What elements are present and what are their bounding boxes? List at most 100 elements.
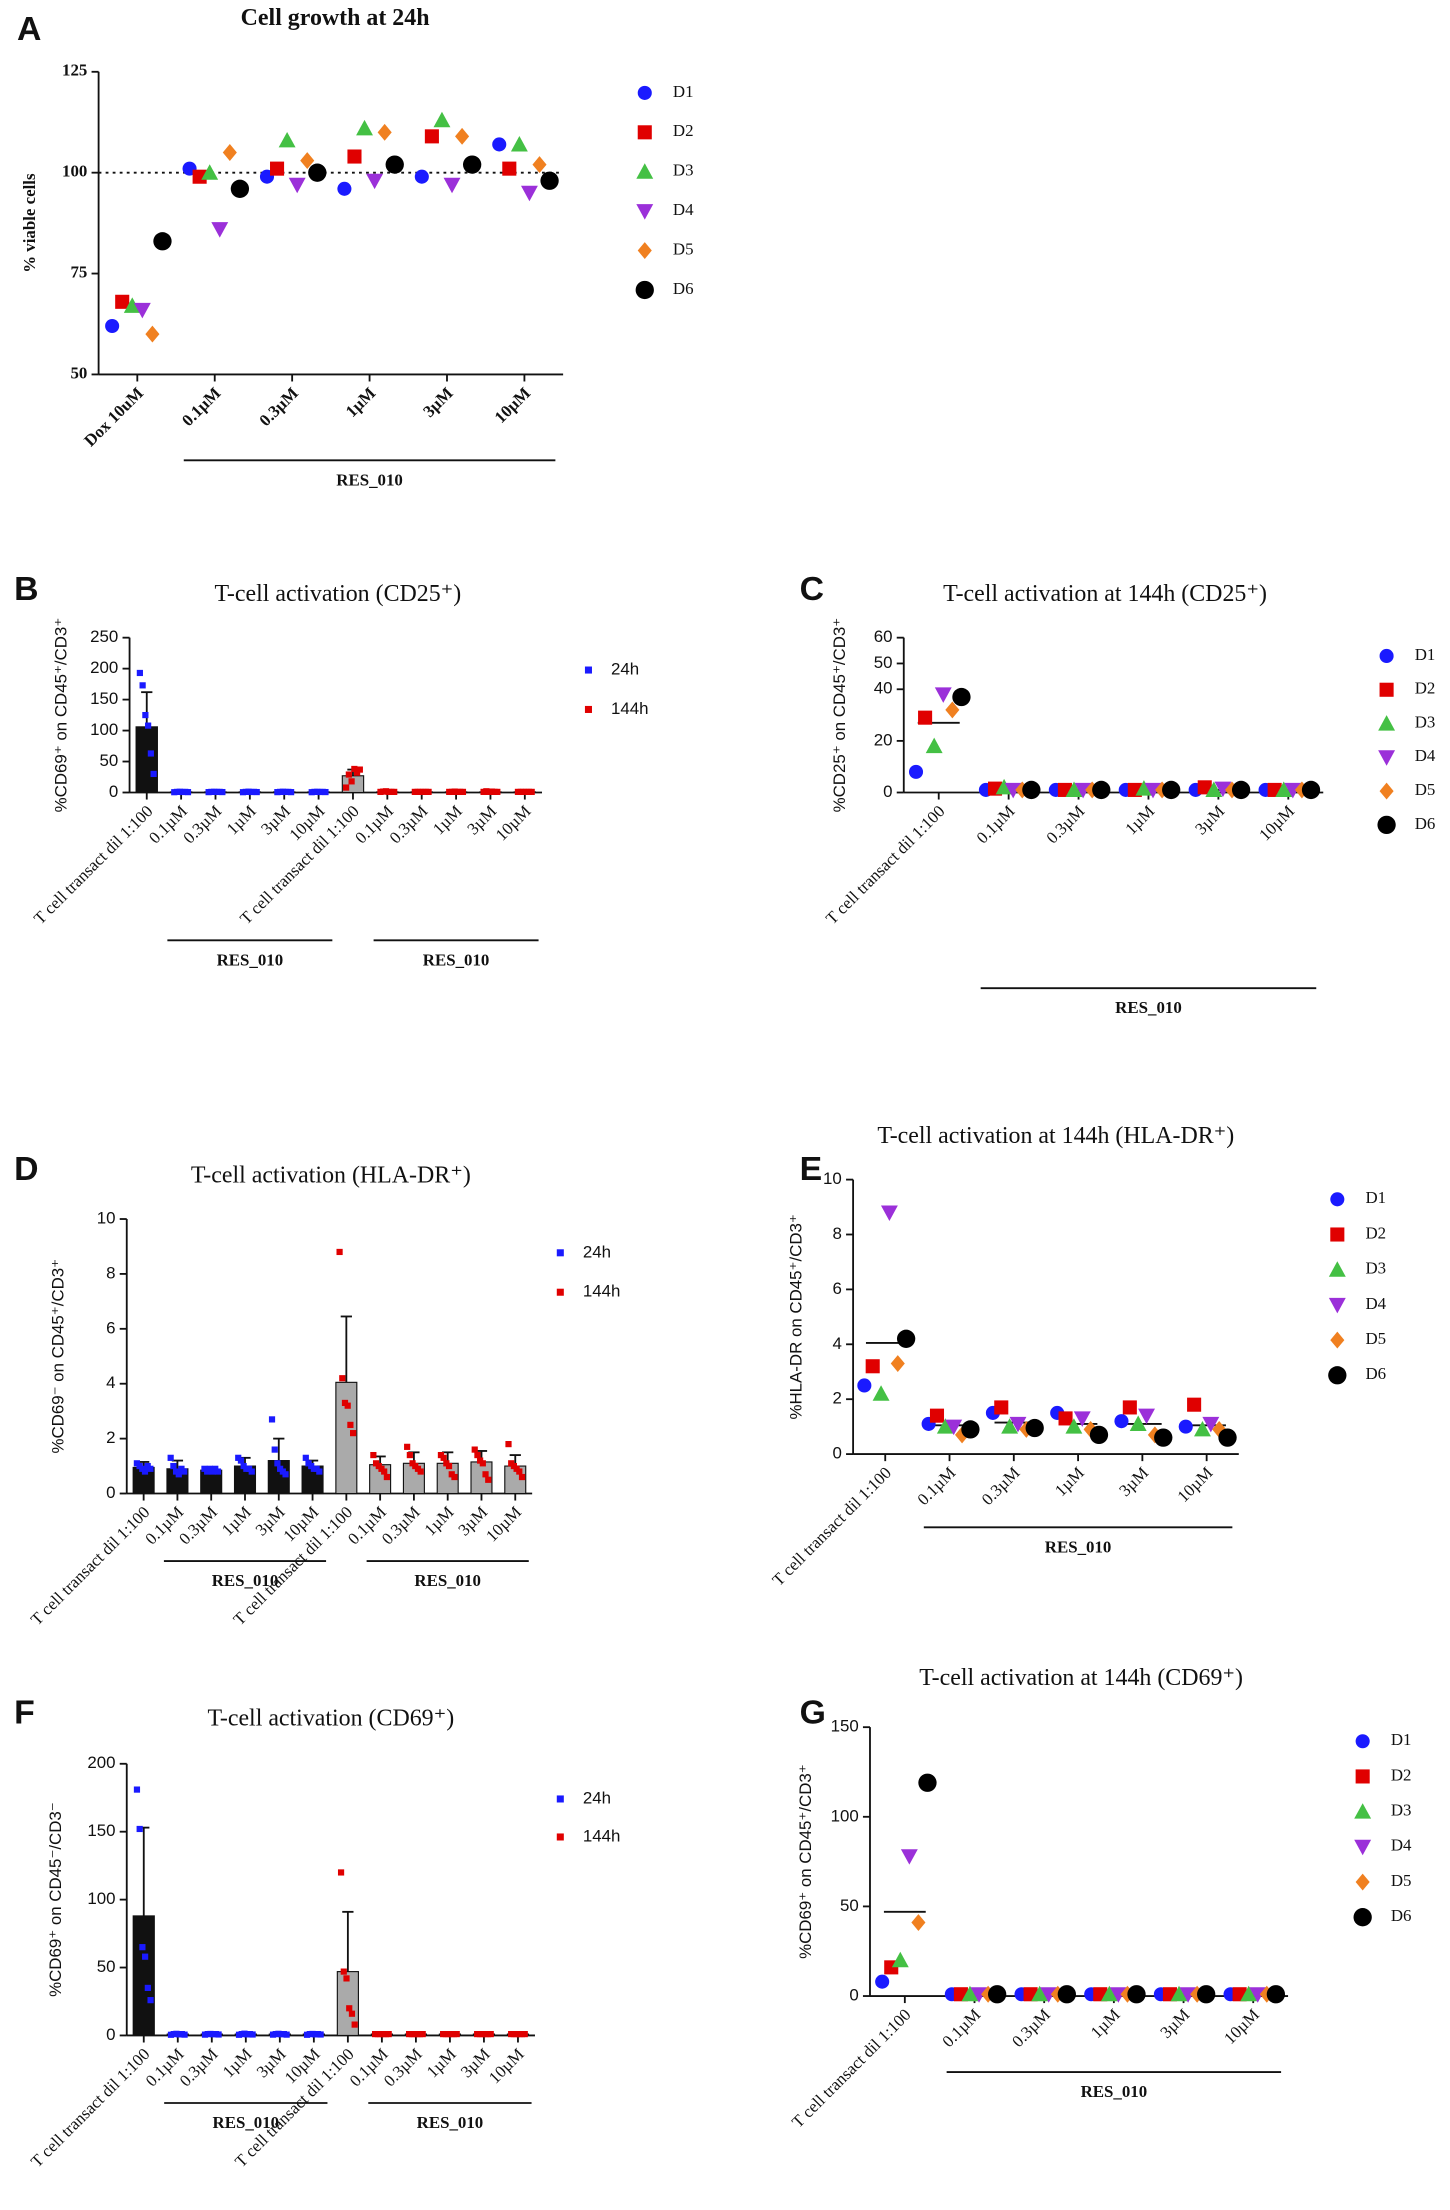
legend-marker — [636, 204, 654, 220]
x-tick-label: 3µM — [419, 383, 457, 421]
x-tick-label: 0.3µM — [380, 2044, 426, 2090]
marker — [945, 1419, 963, 1436]
legend-label: D3 — [1365, 1259, 1386, 1278]
marker — [1179, 1987, 1197, 2003]
marker — [1197, 780, 1212, 795]
x-tick-label: 10µM — [485, 2044, 528, 2087]
x-tick-label: 0.1µM — [145, 802, 191, 848]
marker — [337, 181, 352, 196]
x-tick-label: 10µM — [492, 802, 535, 845]
marker — [1040, 1987, 1058, 2003]
legend-label: D5 — [673, 239, 694, 258]
chart-title: T-cell activation (CD69⁺) — [207, 1706, 454, 1732]
y-tick-label: 0 — [883, 782, 892, 801]
marker — [1231, 780, 1251, 800]
marker — [929, 1408, 945, 1423]
data-point — [142, 1953, 149, 1960]
y-tick-label: 150 — [90, 689, 118, 708]
x-tick-label: 0.3µM — [378, 1503, 424, 1549]
y-axis-label: %CD69⁻ on CD45⁺/CD3⁺ — [49, 1259, 68, 1454]
group-label: RES_010 — [336, 470, 403, 489]
legend-marker — [1330, 1331, 1345, 1349]
marker — [875, 1974, 890, 1989]
legend-marker — [1379, 782, 1394, 800]
y-axis-label: % viable cells — [20, 173, 39, 273]
y-tick-label: 200 — [87, 1753, 115, 1772]
legend-marker — [636, 163, 654, 179]
data-point — [351, 2021, 358, 2028]
data-point — [268, 1416, 276, 1423]
bar — [335, 1381, 358, 1495]
y-tick-label: 125 — [62, 61, 87, 80]
y-tick-label: 0 — [849, 1986, 858, 2005]
data-point — [348, 2010, 356, 2017]
chart-title: T-cell activation at 144h (CD25⁺) — [943, 581, 1267, 607]
legend-marker — [1330, 1192, 1345, 1207]
data-point — [145, 722, 152, 729]
x-tick-label: 0.3µM — [1043, 802, 1089, 848]
data-point — [440, 1454, 447, 1461]
marker — [1170, 1985, 1188, 2002]
marker — [1154, 1428, 1173, 1447]
panel-letter: G — [800, 1693, 826, 1731]
x-tick-label: 1µM — [1051, 1463, 1088, 1500]
data-point — [340, 1968, 347, 1975]
legend-label: 144h — [583, 1826, 621, 1845]
legend-label: D2 — [673, 121, 694, 140]
y-axis-label: %CD69⁺ on CD45⁺/CD3⁺ — [51, 618, 70, 813]
x-tick-label: 0.3µM — [386, 802, 432, 848]
y-tick-label: 50 — [874, 653, 893, 672]
y-tick-label: 4 — [106, 1373, 115, 1392]
x-tick-label: 0.1µM — [913, 1463, 959, 1509]
data-point — [144, 1984, 151, 1992]
data-point — [381, 1468, 388, 1475]
x-tick-label: T cell transact dil 1:100 — [788, 2005, 915, 2132]
chart-title: T-cell activation (HLA-DR⁺) — [191, 1162, 471, 1188]
data-point — [445, 1462, 453, 1470]
marker — [900, 1849, 918, 1865]
legend-label: D1 — [1415, 645, 1436, 664]
data-point — [521, 2030, 528, 2038]
y-tick-label: 0 — [106, 1483, 115, 1502]
marker — [1092, 780, 1111, 800]
legend-marker — [1379, 682, 1394, 697]
y-axis-label: %CD25⁺ on CD45⁺/CD3⁺ — [830, 618, 849, 813]
data-point — [383, 1473, 390, 1481]
legend-marker — [1378, 715, 1396, 731]
marker — [1004, 782, 1022, 799]
data-point — [518, 1473, 526, 1481]
data-point — [346, 2005, 353, 2012]
legend-marker — [635, 280, 654, 300]
marker — [222, 144, 237, 161]
legend-label: D6 — [1391, 1906, 1412, 1925]
y-axis-label: %CD69⁺ on CD45⁻/CD3⁻ — [46, 1802, 65, 1997]
marker — [211, 222, 229, 238]
marker — [1025, 1418, 1044, 1438]
marker — [1122, 1400, 1137, 1415]
data-point — [471, 1446, 478, 1453]
legend-swatch — [584, 705, 592, 713]
data-point — [339, 1375, 346, 1382]
marker — [230, 179, 250, 198]
legend-label: D2 — [1391, 1765, 1412, 1784]
x-tick-label: 0.1µM — [351, 802, 397, 848]
legend-marker — [1328, 1261, 1346, 1277]
data-point — [370, 1451, 377, 1459]
data-point — [170, 1462, 177, 1470]
y-tick-label: 100 — [831, 1806, 859, 1825]
legend-marker — [637, 242, 652, 260]
marker — [385, 155, 404, 174]
data-point — [343, 784, 350, 791]
marker — [356, 119, 373, 136]
legend-label: D5 — [1391, 1871, 1412, 1890]
marker — [201, 164, 219, 180]
x-tick-label: 1µM — [223, 802, 260, 839]
legend-marker — [1377, 815, 1396, 835]
data-point — [505, 1441, 512, 1448]
marker — [1127, 1985, 1146, 2004]
y-tick-label: 100 — [62, 162, 87, 181]
marker — [1138, 1408, 1155, 1425]
bar — [132, 1915, 155, 2037]
x-tick-label: 1µM — [423, 2044, 460, 2081]
